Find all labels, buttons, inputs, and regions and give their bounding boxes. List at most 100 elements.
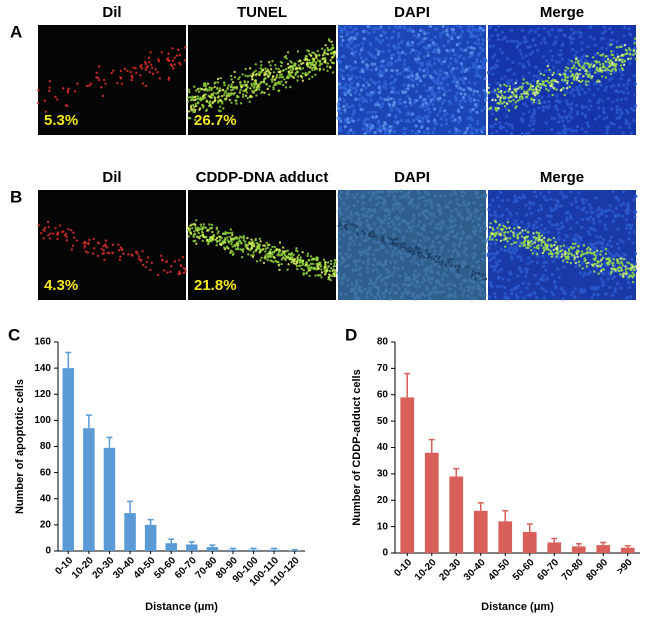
cell-dot — [562, 265, 566, 269]
cell-dot — [527, 88, 530, 92]
cell-dot — [588, 215, 593, 219]
cell-dot — [518, 267, 522, 272]
cell-dot — [455, 202, 460, 206]
cell-dot — [331, 274, 334, 278]
cell-dot — [271, 245, 274, 249]
cell-dot — [101, 252, 104, 255]
cell-dot — [540, 95, 544, 100]
cell-dot — [596, 51, 600, 55]
error-bar — [229, 547, 236, 550]
cell-dot — [466, 28, 470, 33]
cell-dot — [210, 93, 213, 96]
cell-dot — [392, 241, 395, 245]
cell-dot — [253, 244, 256, 248]
cell-dot — [457, 55, 461, 59]
cell-dot — [231, 81, 235, 84]
cell-dot — [530, 248, 533, 252]
cell-dot — [529, 211, 534, 215]
cell-dot — [230, 83, 233, 86]
cell-dot — [414, 261, 418, 265]
cell-dot — [359, 107, 363, 111]
cell-dot — [416, 54, 420, 58]
cell-dot — [342, 99, 346, 103]
cell-dot — [192, 233, 196, 236]
cell-dot — [633, 42, 636, 45]
cell-dot — [187, 88, 191, 92]
cell-dot — [520, 132, 524, 136]
cell-dot — [365, 64, 370, 68]
cell-dot — [611, 100, 615, 104]
cell-dot — [188, 227, 191, 231]
cell-dot — [578, 64, 582, 67]
cell-dot — [621, 53, 624, 56]
cell-dot — [576, 61, 580, 64]
cell-dot — [213, 85, 216, 89]
cell-dot — [612, 56, 615, 60]
cell-dot — [196, 229, 199, 232]
cell-dot — [515, 88, 518, 91]
cell-dot — [492, 292, 497, 296]
cell-dot — [389, 260, 393, 265]
cell-dot — [525, 95, 528, 98]
cell-dot — [466, 116, 470, 121]
cell-dot — [488, 235, 492, 239]
cell-dot — [475, 59, 479, 63]
cell-dot — [569, 37, 573, 41]
cell-dot — [354, 50, 358, 54]
cell-dot — [396, 35, 401, 39]
cell-dot — [597, 260, 600, 264]
cell-dot — [557, 255, 561, 259]
cell-dot — [449, 209, 453, 213]
cell-dot — [528, 87, 532, 90]
cell-dot — [326, 69, 329, 72]
cell-dot — [353, 233, 357, 237]
cell-dot — [246, 75, 250, 78]
cell-dot — [624, 226, 628, 230]
cell-dot — [580, 31, 584, 35]
cell-dot — [150, 261, 154, 265]
cell-dot — [601, 248, 605, 253]
cell-dot — [304, 54, 308, 58]
cell-dot — [354, 279, 359, 283]
cell-dot — [405, 229, 409, 233]
cell-dot — [287, 263, 290, 266]
cell-dot — [531, 127, 535, 131]
cell-dot — [529, 115, 534, 119]
cell-dot — [481, 64, 485, 68]
image-title: TUNEL — [237, 4, 287, 21]
cell-dot — [420, 281, 424, 285]
cell-dot — [389, 53, 394, 58]
cell-dot — [451, 28, 456, 32]
cell-dot — [600, 70, 604, 73]
cell-dot — [321, 57, 324, 61]
cell-dot — [192, 106, 196, 109]
cell-dot — [381, 84, 386, 88]
cell-dot — [459, 92, 463, 96]
cell-dot — [554, 106, 558, 110]
cell-dot — [521, 97, 524, 101]
cell-dot — [474, 64, 478, 68]
cell-dot — [458, 241, 462, 245]
cell-dot — [396, 91, 400, 95]
cell-dot — [373, 234, 376, 237]
cell-dot — [632, 49, 635, 53]
cell-dot — [422, 98, 426, 102]
cell-dot — [383, 281, 387, 285]
cell-dot — [95, 71, 98, 75]
cell-dot — [369, 226, 373, 231]
cell-dot — [322, 53, 325, 57]
cell-dot — [542, 296, 546, 300]
cell-dot — [392, 234, 396, 238]
cell-dot — [464, 266, 468, 269]
cell-dot — [454, 59, 458, 63]
cell-dot — [462, 259, 466, 263]
cell-dot — [483, 222, 487, 226]
cell-dot — [472, 201, 476, 205]
cell-dot — [496, 227, 499, 230]
cell-dot — [208, 223, 211, 226]
cell-dot — [604, 85, 608, 89]
cell-dot — [412, 213, 416, 217]
cell-dot — [451, 119, 455, 123]
cell-dot — [626, 261, 629, 264]
image-title: Merge — [540, 169, 584, 186]
